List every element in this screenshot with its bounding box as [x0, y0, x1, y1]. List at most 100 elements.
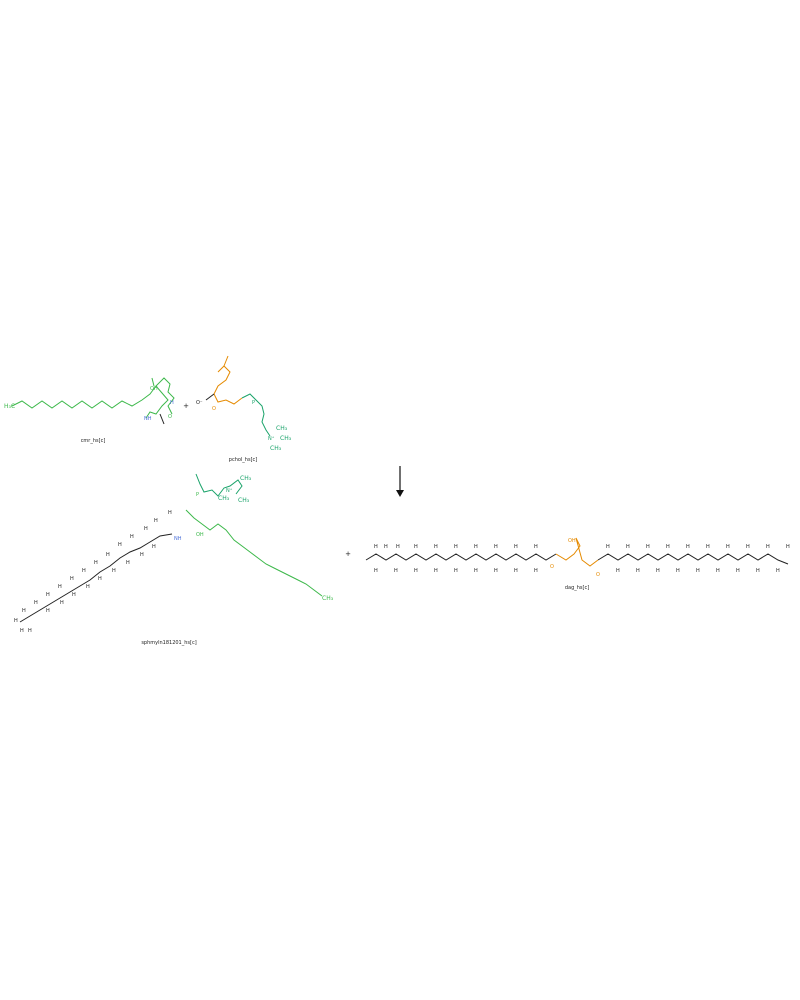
- svg-text:H: H: [414, 568, 418, 574]
- svg-text:H: H: [28, 628, 32, 634]
- svg-text:H: H: [34, 600, 38, 606]
- svg-text:H: H: [626, 544, 630, 550]
- sphmyln-p-label: P: [196, 492, 199, 498]
- svg-text:H: H: [646, 544, 650, 550]
- dag-o-label-2: O: [596, 572, 600, 578]
- svg-text:H: H: [716, 568, 720, 574]
- pchol-o-minus-label: O⁻: [196, 400, 203, 406]
- svg-text:H: H: [14, 618, 18, 624]
- svg-text:H: H: [666, 544, 670, 550]
- sphmyln-structure: P N⁺ CH₃ CH₃ CH₃ OH CH₃ NH H H H H H H H…: [14, 473, 334, 634]
- svg-text:H: H: [616, 568, 620, 574]
- svg-text:H: H: [434, 544, 438, 550]
- svg-text:H: H: [736, 568, 740, 574]
- svg-text:H: H: [454, 568, 458, 574]
- dag-o-label-1: O: [550, 564, 554, 570]
- sphmyln-acyl-chain-bonds: [19, 533, 173, 623]
- reactant-2-name: pchol_hs[c]: [229, 457, 258, 463]
- svg-text:H: H: [414, 544, 418, 550]
- svg-text:H: H: [756, 568, 760, 574]
- sphmyln-h-labels: H H H H H H H H H H H H H H H H H H H H …: [14, 510, 172, 634]
- sphmyln-ch3-label-3: CH₃: [218, 495, 230, 502]
- svg-text:H: H: [384, 544, 388, 550]
- cmr-chain-bonds: [11, 385, 169, 419]
- svg-text:H: H: [374, 568, 378, 574]
- reactant-1-name: cmr_hs[c]: [81, 438, 106, 444]
- svg-text:H: H: [766, 544, 770, 550]
- svg-text:H: H: [60, 600, 64, 606]
- sphmyln-nh-label: NH: [174, 536, 182, 542]
- svg-text:H: H: [98, 576, 102, 582]
- sphmyln-choline-bonds: [195, 473, 243, 497]
- svg-text:H: H: [106, 552, 110, 558]
- plus-sign-top: +: [183, 402, 189, 410]
- svg-text:H: H: [514, 544, 518, 550]
- svg-text:H: H: [168, 510, 172, 516]
- svg-text:H: H: [514, 568, 518, 574]
- pchol-nplus-label: N⁺: [268, 436, 275, 442]
- svg-text:H: H: [46, 608, 50, 614]
- svg-text:H: H: [676, 568, 680, 574]
- svg-text:H: H: [152, 544, 156, 550]
- svg-text:H: H: [58, 584, 62, 590]
- svg-text:H: H: [636, 568, 640, 574]
- svg-text:H: H: [534, 568, 538, 574]
- svg-text:H: H: [86, 584, 90, 590]
- svg-text:H: H: [606, 544, 610, 550]
- dag-structure: OH O O H H H H H H H H H H H H H H H H H…: [365, 537, 790, 578]
- svg-text:H: H: [22, 608, 26, 614]
- sphmyln-oh-label: OH: [196, 532, 204, 538]
- cmr-o-label: O: [168, 414, 172, 420]
- svg-text:H: H: [46, 592, 50, 598]
- dag-glycerol-bonds: [555, 537, 599, 567]
- svg-text:H: H: [746, 544, 750, 550]
- plus-sign-bottom: +: [345, 550, 351, 558]
- pchol-ch3-label-2: CH₃: [280, 435, 292, 442]
- svg-text:H: H: [112, 568, 116, 574]
- svg-text:H: H: [474, 544, 478, 550]
- svg-text:H: H: [474, 568, 478, 574]
- svg-text:H: H: [534, 544, 538, 550]
- svg-text:H: H: [394, 568, 398, 574]
- svg-text:H: H: [396, 544, 400, 550]
- svg-text:H: H: [20, 628, 24, 634]
- svg-text:H: H: [140, 552, 144, 558]
- svg-text:H: H: [776, 568, 780, 574]
- svg-text:H: H: [118, 542, 122, 548]
- svg-text:H: H: [494, 568, 498, 574]
- dag-left-chain-bonds: [365, 553, 557, 561]
- svg-text:H: H: [494, 544, 498, 550]
- svg-text:H: H: [144, 526, 148, 532]
- cmr-h-label: H: [170, 400, 174, 406]
- sphmyln-ch3-label-1: CH₃: [240, 475, 252, 482]
- cmr-ring-bonds: [155, 377, 175, 415]
- svg-text:H: H: [82, 568, 86, 574]
- svg-text:H: H: [154, 518, 158, 524]
- svg-text:H: H: [706, 544, 710, 550]
- svg-text:H: H: [130, 534, 134, 540]
- sphmyln-ch3-label-tail: CH₃: [322, 595, 334, 602]
- svg-text:H: H: [656, 568, 660, 574]
- sphmyln-green-chain-bonds: [185, 509, 323, 597]
- pchol-glycerol-bonds: [213, 365, 243, 405]
- svg-text:H: H: [454, 544, 458, 550]
- dag-h-labels: H H H H H H H H H H H H H H H H H H H H …: [374, 544, 790, 574]
- pchol-o-label: O: [212, 406, 216, 412]
- svg-text:H: H: [786, 544, 790, 550]
- pchol-ch3-label-1: CH₃: [276, 425, 288, 432]
- cmr-nh-label: NH: [144, 416, 152, 422]
- svg-text:H: H: [94, 560, 98, 566]
- svg-text:H: H: [686, 544, 690, 550]
- pchol-structure: O P N⁺ CH₃ CH₃ CH₃ O⁻: [196, 355, 292, 452]
- sphmyln-nplus-label: N⁺: [226, 488, 233, 494]
- product-2-name: dag_hs[c]: [565, 585, 589, 591]
- svg-text:H: H: [726, 544, 730, 550]
- svg-text:H: H: [126, 560, 130, 566]
- cmr-h3c-label: H₃C: [4, 403, 15, 410]
- svg-text:H: H: [374, 544, 378, 550]
- product-1-name: sphmyln181201_hs[c]: [141, 640, 196, 646]
- svg-text:H: H: [434, 568, 438, 574]
- svg-text:H: H: [72, 592, 76, 598]
- sphmyln-ch3-label-2: CH₃: [238, 497, 250, 504]
- cmr-oh-label: OH: [150, 386, 158, 392]
